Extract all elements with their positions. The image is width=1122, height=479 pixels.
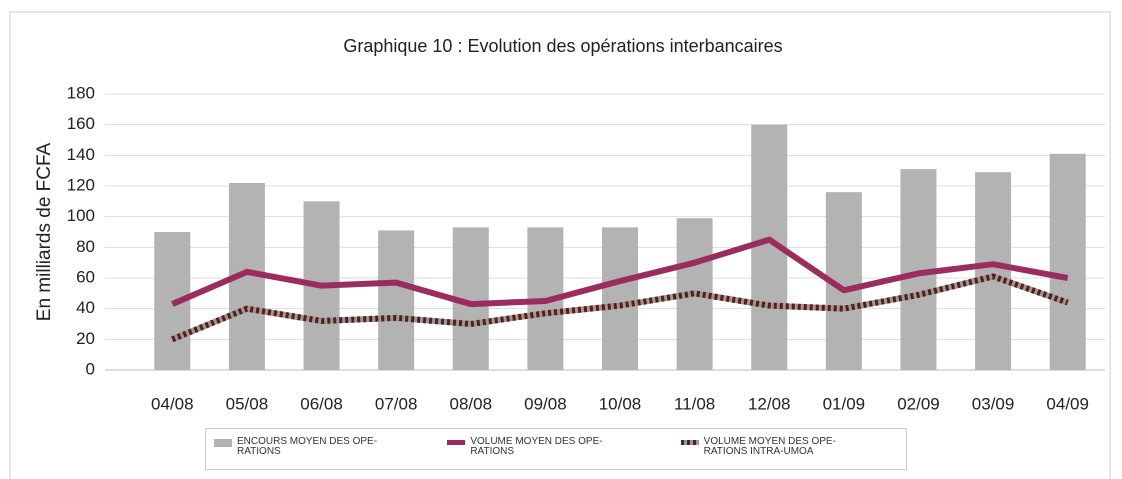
x-tick-label: 06/08 (300, 394, 343, 413)
y-axis-label: En milliards de FCFA (34, 142, 55, 321)
y-tick-label: 120 (67, 175, 95, 194)
legend-swatch (447, 440, 466, 445)
x-tick-label: 05/08 (226, 394, 269, 413)
bar (1049, 153, 1086, 370)
legend-item: VOLUME MOYEN DES OPE- RATIONS (439, 429, 672, 469)
x-tick-label: 07/08 (375, 394, 418, 413)
legend: ENCOURS MOYEN DES OPE- RATIONS VOLUME MOY… (205, 428, 907, 470)
legend-item: VOLUME MOYEN DES OPE- RATIONS INTRA-UMOA (673, 429, 906, 469)
y-tick-label: 100 (67, 206, 95, 225)
y-tick-label: 80 (76, 237, 95, 256)
x-tick-label: 04/08 (151, 394, 194, 413)
legend-item: ENCOURS MOYEN DES OPE- RATIONS (206, 429, 439, 469)
legend-swatch (680, 440, 699, 445)
x-tick-label: 02/09 (897, 394, 940, 413)
y-tick-label: 180 (67, 83, 95, 102)
x-tick-label: 11/08 (674, 394, 715, 413)
x-tick-label: 04/09 (1046, 394, 1089, 413)
y-tick-label: 40 (76, 298, 95, 317)
y-tick-label: 160 (67, 114, 95, 133)
x-tick-label: 10/08 (599, 394, 642, 413)
frame (9, 11, 1111, 479)
x-tick-label: 08/08 (449, 394, 492, 413)
y-tick-label: 0 (86, 359, 95, 378)
x-tick-label: 09/08 (524, 394, 567, 413)
legend-label: VOLUME MOYEN DES OPE- RATIONS (470, 436, 603, 457)
y-tick-label: 140 (67, 145, 95, 164)
legend-label: ENCOURS MOYEN DES OPE- RATIONS (237, 436, 378, 457)
bar (602, 227, 638, 370)
y-tick-label: 60 (76, 267, 95, 286)
line (171, 236, 1069, 308)
dotted-line (171, 273, 1069, 343)
y-tick-label: 20 (76, 329, 95, 348)
legend-label: VOLUME MOYEN DES OPE- RATIONS INTRA-UMOA (703, 436, 836, 457)
legend-swatch (214, 439, 232, 447)
bar (975, 172, 1012, 370)
bar (378, 230, 415, 370)
x-tick-label: 03/09 (972, 394, 1015, 413)
chart-title: Graphique 10 : Evolution des opérations … (343, 36, 782, 56)
x-tick-label: 01/09 (823, 394, 866, 413)
x-tick-label: 12/08 (748, 394, 791, 413)
